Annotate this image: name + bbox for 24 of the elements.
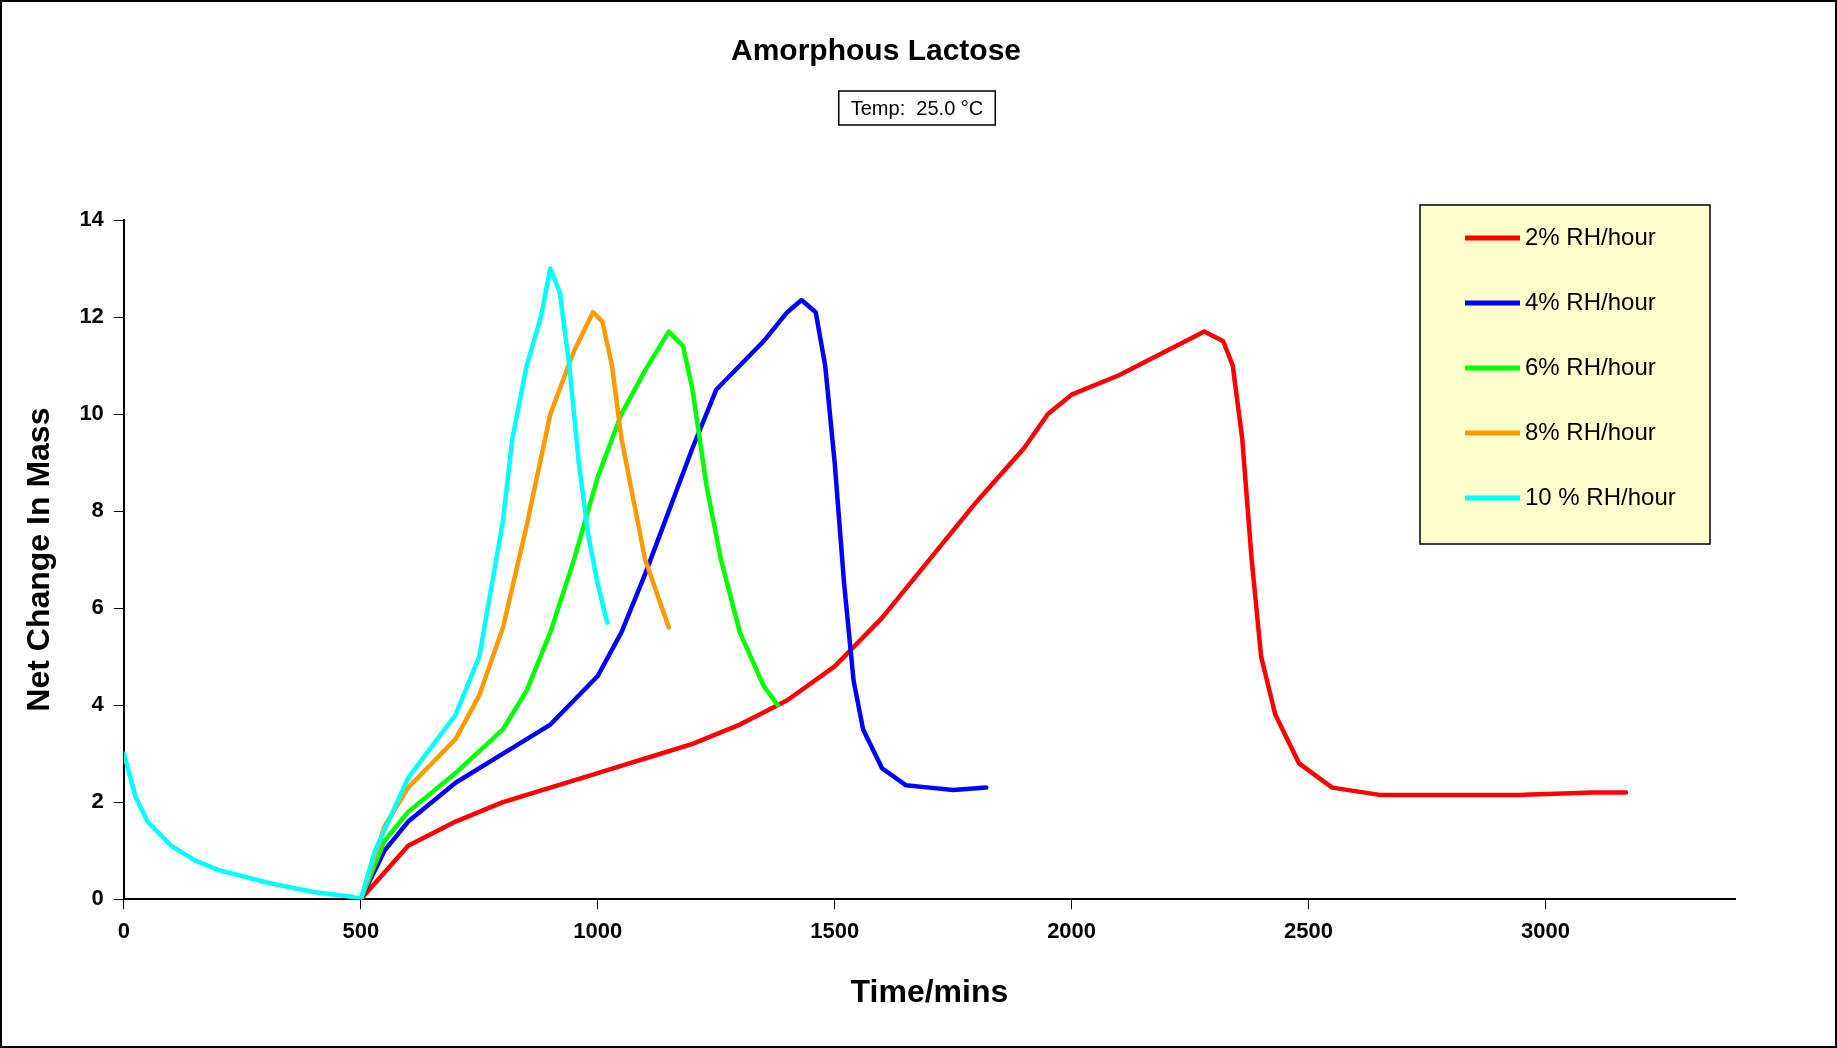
- x-tick-label: 2500: [1284, 918, 1333, 944]
- y-tick-label: 14: [79, 206, 105, 232]
- y-tick-label: 8: [91, 497, 104, 523]
- legend-label: 4% RH/hour: [1525, 287, 1656, 315]
- x-tick-label: 1500: [810, 918, 860, 944]
- chart-title: Amorphous Lactose: [730, 33, 1022, 67]
- legend-label: 6% RH/hour: [1525, 352, 1656, 380]
- legend-label: 2% RH/hour: [1525, 222, 1656, 250]
- y-tick-label: 2: [91, 788, 104, 814]
- y-tick-label: 6: [91, 594, 104, 620]
- x-tick-label: 0: [117, 918, 130, 944]
- y-tick-label: 0: [91, 885, 104, 911]
- x-axis-title: Time/mins: [850, 972, 1009, 1009]
- y-tick-label: 4: [91, 691, 105, 717]
- y-tick-label: 12: [79, 303, 104, 329]
- chart-subtitle: Temp: 25.0 °C: [850, 96, 984, 119]
- y-axis-title: Net Change In Mass: [20, 407, 57, 712]
- x-tick-label: 2000: [1047, 918, 1097, 944]
- legend-label: 10 % RH/hour: [1525, 482, 1676, 510]
- x-tick-label: 3000: [1520, 918, 1570, 944]
- x-tick-label: 500: [342, 918, 380, 944]
- y-tick-label: 10: [79, 400, 104, 426]
- legend-label: 8% RH/hour: [1525, 417, 1656, 445]
- x-tick-label: 1000: [573, 918, 623, 944]
